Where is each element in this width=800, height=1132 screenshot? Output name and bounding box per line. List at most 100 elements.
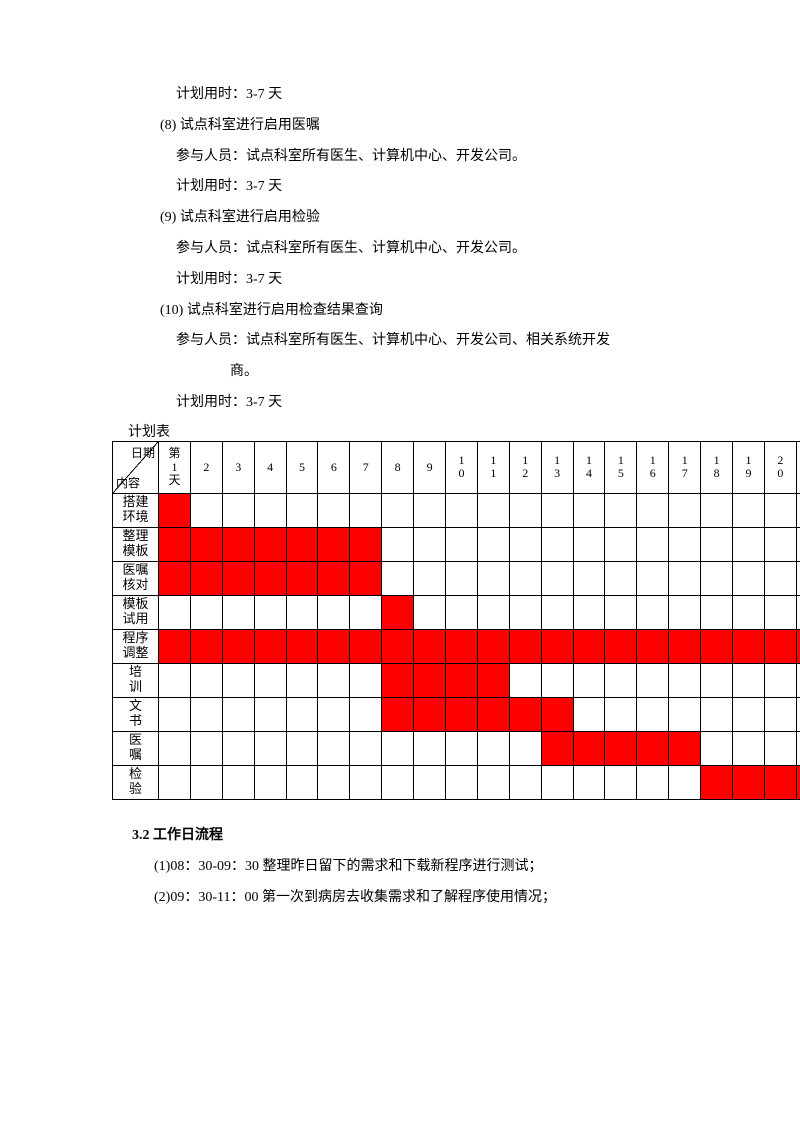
gantt-cell bbox=[509, 493, 541, 527]
line: (8) 试点科室进行启用医嘱 bbox=[160, 111, 700, 142]
gantt-cell bbox=[796, 493, 800, 527]
gantt-cell bbox=[446, 731, 478, 765]
line: 计划用时：3-7 天 bbox=[160, 172, 700, 203]
gantt-cell bbox=[382, 527, 414, 561]
gantt-cell bbox=[509, 595, 541, 629]
gantt-cell bbox=[318, 561, 350, 595]
gantt-cell bbox=[733, 765, 765, 799]
gantt-cell bbox=[318, 663, 350, 697]
gantt-cell bbox=[318, 697, 350, 731]
gantt-cell bbox=[701, 663, 733, 697]
gantt-cell bbox=[350, 663, 382, 697]
gantt-cell bbox=[286, 629, 318, 663]
gantt-cell bbox=[286, 663, 318, 697]
gantt-cell bbox=[669, 663, 701, 697]
gantt-cell bbox=[733, 663, 765, 697]
day-header: 7 bbox=[350, 441, 382, 493]
gantt-cell bbox=[573, 561, 605, 595]
gantt-cell bbox=[701, 493, 733, 527]
gantt-cell bbox=[764, 731, 796, 765]
gantt-cell bbox=[605, 527, 637, 561]
gantt-cell bbox=[541, 629, 573, 663]
task-row: 检验 bbox=[113, 765, 800, 799]
gantt-cell bbox=[446, 697, 478, 731]
gantt-cell bbox=[286, 527, 318, 561]
task-row: 医嘱 bbox=[113, 731, 800, 765]
header-top: 日期 bbox=[131, 444, 155, 461]
gantt-cell bbox=[637, 527, 669, 561]
line: 参与人员：试点科室所有医生、计算机中心、开发公司、相关系统开发 bbox=[160, 326, 700, 357]
gantt-cell bbox=[701, 731, 733, 765]
gantt-cell bbox=[350, 731, 382, 765]
gantt-cell bbox=[637, 697, 669, 731]
gantt-cell bbox=[796, 697, 800, 731]
gantt-cell bbox=[541, 561, 573, 595]
gantt-cell bbox=[573, 527, 605, 561]
gantt-cell bbox=[764, 561, 796, 595]
gantt-cell bbox=[350, 629, 382, 663]
gantt-cell bbox=[796, 663, 800, 697]
gantt-cell bbox=[190, 527, 222, 561]
day-header: 10 bbox=[446, 441, 478, 493]
day-header: 21 bbox=[796, 441, 800, 493]
gantt-cell bbox=[764, 595, 796, 629]
gantt-cell bbox=[796, 595, 800, 629]
gantt-cell bbox=[414, 629, 446, 663]
gantt-cell bbox=[382, 765, 414, 799]
line: (9) 试点科室进行启用检验 bbox=[160, 203, 700, 234]
day-header: 2 bbox=[190, 441, 222, 493]
gantt-cell bbox=[446, 493, 478, 527]
gantt-cell bbox=[733, 629, 765, 663]
gantt-cell bbox=[190, 493, 222, 527]
line: 计划用时：3-7 天 bbox=[160, 388, 700, 419]
task-row: 程序调整 bbox=[113, 629, 800, 663]
gantt-cell bbox=[701, 527, 733, 561]
day-header: 8 bbox=[382, 441, 414, 493]
gantt-cell bbox=[733, 561, 765, 595]
gantt-cell bbox=[509, 697, 541, 731]
gantt-cell bbox=[318, 595, 350, 629]
gantt-cell bbox=[477, 595, 509, 629]
gantt-cell bbox=[764, 697, 796, 731]
gantt-cell bbox=[286, 697, 318, 731]
gantt-cell bbox=[637, 663, 669, 697]
gantt-cell bbox=[477, 765, 509, 799]
gantt-cell bbox=[286, 731, 318, 765]
day-header: 第1天 bbox=[159, 441, 191, 493]
gantt-cell bbox=[159, 561, 191, 595]
gantt-cell bbox=[414, 731, 446, 765]
gantt-cell bbox=[446, 527, 478, 561]
gantt-cell bbox=[286, 765, 318, 799]
day-header: 6 bbox=[318, 441, 350, 493]
gantt-cell bbox=[573, 493, 605, 527]
schedule-title: 计划表 bbox=[128, 421, 760, 441]
gantt-cell bbox=[254, 765, 286, 799]
day-header: 15 bbox=[605, 441, 637, 493]
gantt-cell bbox=[254, 629, 286, 663]
gantt-cell bbox=[350, 595, 382, 629]
gantt-cell bbox=[159, 663, 191, 697]
gantt-cell bbox=[669, 527, 701, 561]
gantt-cell bbox=[509, 629, 541, 663]
body-text: 计划用时：3-7 天 (8) 试点科室进行启用医嘱 参与人员：试点科室所有医生、… bbox=[160, 80, 700, 419]
task-label: 搭建环境 bbox=[113, 493, 159, 527]
gantt-cell bbox=[222, 765, 254, 799]
gantt-cell bbox=[254, 561, 286, 595]
gantt-cell bbox=[318, 493, 350, 527]
gantt-cell bbox=[509, 527, 541, 561]
gantt-cell bbox=[446, 561, 478, 595]
gantt-cell bbox=[414, 493, 446, 527]
workflow-item: (2)09：30-11：00 第一次到病房去收集需求和了解程序使用情况； bbox=[154, 883, 760, 914]
gantt-cell bbox=[605, 697, 637, 731]
workflow-list: (1)08：30-09：30 整理昨日留下的需求和下载新程序进行测试； (2)0… bbox=[154, 852, 760, 914]
gantt-cell bbox=[382, 595, 414, 629]
gantt-cell bbox=[414, 765, 446, 799]
gantt-cell bbox=[477, 663, 509, 697]
gantt-cell bbox=[796, 527, 800, 561]
gantt-cell bbox=[159, 731, 191, 765]
task-row: 文书 bbox=[113, 697, 800, 731]
gantt-cell bbox=[477, 697, 509, 731]
gantt-cell bbox=[733, 527, 765, 561]
gantt-cell bbox=[446, 765, 478, 799]
gantt-cell bbox=[382, 561, 414, 595]
